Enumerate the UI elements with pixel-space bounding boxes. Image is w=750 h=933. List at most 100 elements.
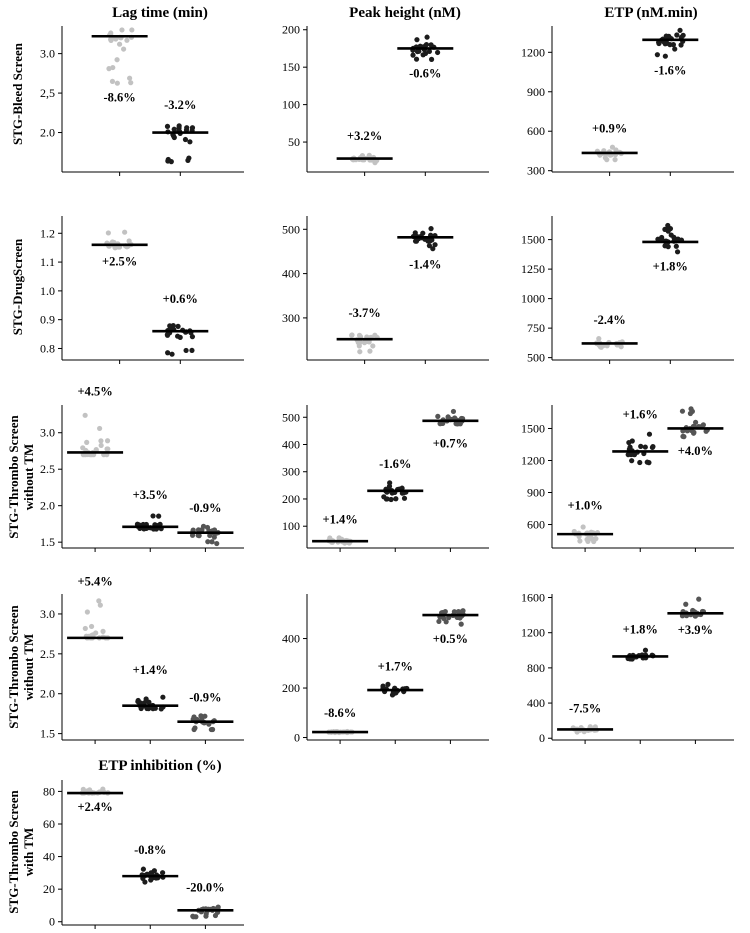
y-tick-label: 800 — [527, 661, 545, 675]
data-point — [609, 144, 616, 150]
row-label: STG-Thrombo Screen — [6, 605, 21, 729]
percent-change-label: +4.0% — [678, 444, 713, 458]
data-point — [98, 442, 104, 449]
data-point — [349, 332, 355, 338]
data-point — [414, 37, 420, 43]
data-point — [105, 230, 111, 236]
data-point — [189, 125, 196, 131]
percent-change-label: +3.5% — [133, 488, 168, 502]
data-point — [399, 485, 405, 491]
y-tick-label: 1200 — [521, 626, 545, 640]
panel: 500 750 1000 1250 1500 -2.4% +1.8% — [521, 216, 734, 365]
y-tick-label: 400 — [527, 696, 545, 710]
panel: 0.8 0.9 1.0 1.1 1.2 +2.5% +0.6% — [40, 216, 244, 364]
percent-change-label: +0.6% — [163, 292, 198, 306]
data-point — [207, 532, 213, 539]
row-label: STG-DrugScreen — [10, 238, 25, 335]
panel: 300 600 900 1200 +0.9% -1.6% — [521, 26, 734, 178]
data-point — [114, 57, 120, 63]
column-title: ETP inhibition (%) — [98, 758, 221, 774]
data-point — [357, 349, 363, 355]
panel: 1.5 2.0 2.5 3.0 +4.5% +3.5% -0.9% — [40, 384, 244, 552]
data-point — [104, 438, 111, 444]
data-point — [191, 726, 197, 733]
data-point — [142, 879, 148, 885]
data-point — [165, 350, 171, 356]
data-point — [416, 48, 422, 54]
data-point — [424, 34, 430, 40]
data-point — [202, 713, 208, 719]
data-point — [428, 42, 434, 48]
percent-change-label: -0.6% — [409, 67, 441, 81]
y-tick-label: 900 — [527, 85, 545, 99]
data-point — [336, 535, 342, 541]
data-point — [370, 343, 376, 349]
data-point — [165, 158, 171, 164]
percent-change-label: +1.0% — [567, 498, 602, 512]
row-label: with TM — [21, 828, 36, 877]
data-point — [426, 243, 433, 249]
data-point — [191, 714, 197, 720]
panel: 100 200 300 400 500 +1.4% -1.6% +0.7% — [282, 405, 489, 552]
percent-change-label: +1.8% — [623, 623, 658, 637]
data-point — [674, 249, 681, 255]
data-point — [393, 496, 399, 502]
percent-change-label: +1.8% — [653, 260, 688, 274]
data-point — [100, 786, 106, 792]
percent-change-label: +3.2% — [347, 129, 382, 143]
y-tick-label: 200 — [282, 23, 300, 37]
panel: 0 20 40 60 80 +2.4% -0.8% -20.0% — [43, 780, 244, 929]
y-tick-label: 2.0 — [40, 126, 55, 140]
data-point — [380, 683, 386, 689]
data-point — [696, 596, 702, 602]
y-tick-label: 300 — [527, 164, 545, 178]
data-point — [82, 625, 88, 632]
data-point — [629, 458, 635, 464]
data-point — [356, 343, 362, 349]
percent-change-label: -0.9% — [189, 501, 221, 515]
data-point — [171, 126, 177, 132]
percent-change-label: -3.7% — [348, 306, 380, 320]
row-label: without TM — [21, 634, 36, 701]
data-point — [593, 536, 599, 542]
data-point — [150, 513, 156, 519]
y-tick-label: 20 — [43, 882, 55, 896]
y-tick-label: 400 — [282, 267, 300, 281]
y-tick-label: 1200 — [521, 453, 545, 467]
percent-change-label: +5.4% — [77, 575, 112, 589]
data-point — [391, 691, 397, 697]
data-point — [654, 52, 660, 58]
column-title: ETP (nM.min) — [604, 5, 697, 21]
data-point — [574, 729, 580, 735]
data-point — [109, 78, 116, 85]
data-point — [460, 608, 466, 614]
data-point — [97, 425, 103, 432]
panel: 0 200 400 -8.6% +1.7% +0.5% — [282, 594, 489, 745]
data-point — [127, 75, 133, 81]
data-point — [88, 623, 95, 630]
data-point — [203, 913, 209, 919]
data-point — [692, 419, 699, 425]
data-point — [209, 726, 216, 733]
data-point — [189, 347, 195, 354]
data-point — [626, 439, 632, 446]
data-point — [209, 539, 215, 545]
data-point — [445, 414, 451, 420]
percent-change-label: -20.0% — [186, 880, 225, 894]
data-point — [119, 27, 125, 33]
y-tick-label: 3.0 — [40, 426, 55, 440]
percent-change-label: +0.5% — [433, 632, 468, 646]
data-point — [638, 443, 644, 449]
data-point — [106, 66, 112, 72]
row-label: STG-Bleed Screen — [10, 42, 25, 145]
data-point — [627, 444, 633, 450]
data-point — [129, 27, 135, 33]
percent-change-label: -2.4% — [593, 313, 625, 327]
data-point — [642, 444, 648, 450]
data-point — [642, 647, 649, 653]
data-point — [124, 37, 130, 43]
y-tick-label: 200 — [282, 492, 300, 506]
y-tick-label: 400 — [282, 437, 300, 451]
percent-change-label: +2.5% — [102, 255, 137, 269]
data-point — [430, 246, 436, 252]
